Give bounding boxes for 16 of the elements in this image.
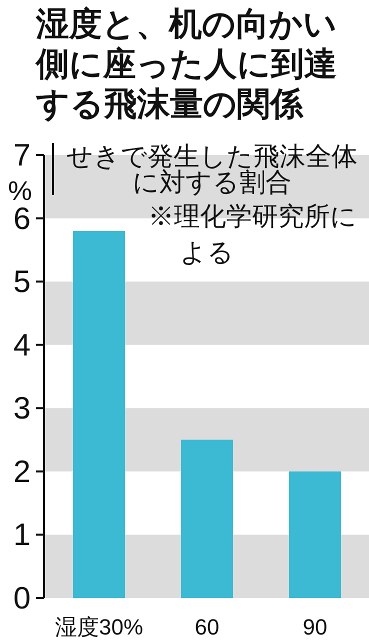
y-tick-label: 7 bbox=[13, 138, 31, 172]
y-tick-label: 4 bbox=[13, 327, 31, 362]
y-tick-label: 2 bbox=[13, 454, 31, 489]
bar bbox=[73, 230, 125, 598]
chart-subtitle: せきで発生した飛沫全体に対する割合 bbox=[52, 141, 369, 197]
x-tick-label: 湿度30% bbox=[54, 614, 144, 640]
bar bbox=[289, 471, 341, 598]
bar bbox=[181, 440, 233, 598]
y-tick-label: 5 bbox=[13, 264, 31, 300]
y-tick-label: 0 bbox=[13, 580, 31, 616]
y-tick-label: 1 bbox=[13, 517, 31, 552]
x-tick-label: 90 bbox=[302, 614, 328, 640]
annotation: ※理化学研究所による bbox=[148, 200, 358, 269]
y-tick-label: 3 bbox=[13, 390, 31, 426]
chart-title: 湿度と、机の向かい側に座った人に到達する飛沫量の関係 bbox=[36, 4, 338, 124]
x-tick-label: 60 bbox=[194, 614, 220, 640]
